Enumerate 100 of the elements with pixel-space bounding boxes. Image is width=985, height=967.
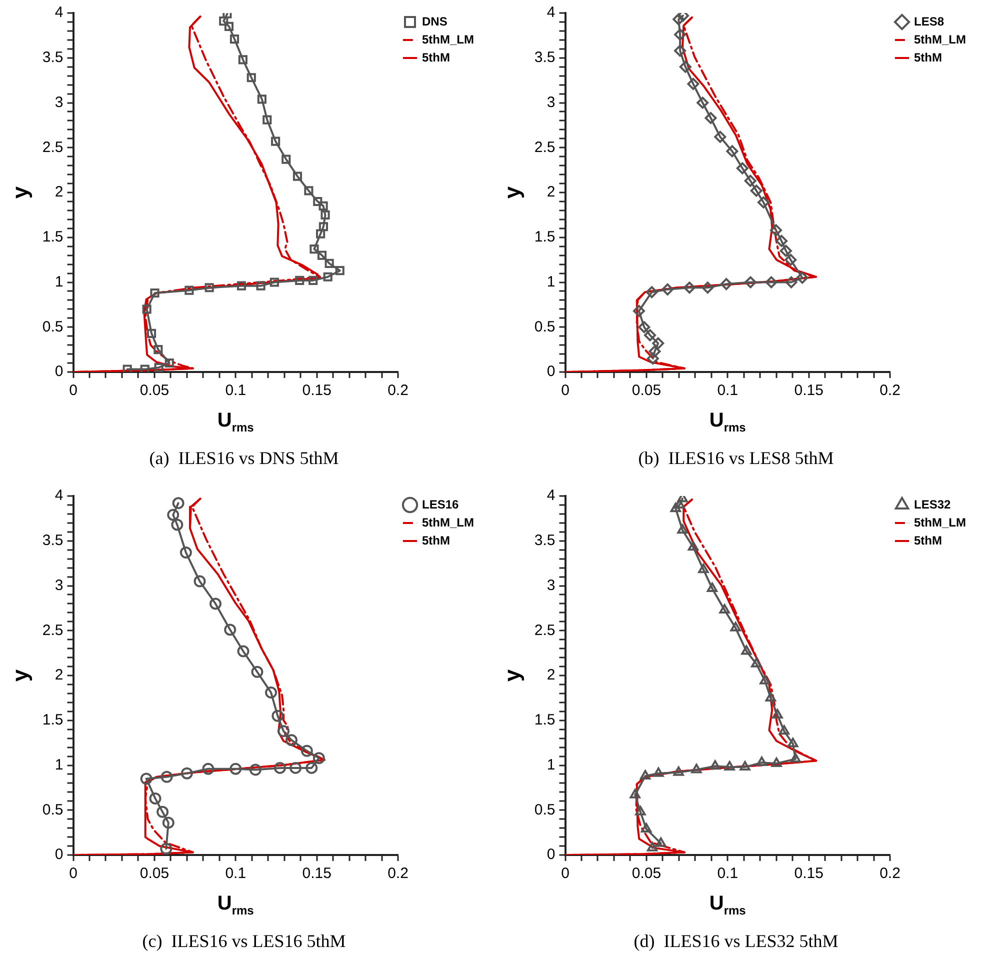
point [204, 283, 214, 292]
point [744, 276, 757, 288]
point [776, 234, 788, 247]
y-tick-label: 1 [54, 273, 64, 290]
point [683, 282, 696, 294]
point [256, 281, 266, 290]
point [672, 13, 685, 26]
y-tick-label: 2 [54, 666, 64, 684]
legend-label: 5thM_LM [422, 32, 474, 46]
point [704, 112, 717, 124]
point [741, 645, 752, 655]
point [646, 286, 658, 298]
x-tick-label: 0.15 [794, 382, 824, 400]
point [688, 541, 699, 551]
y-tick-label: 3.5 [42, 49, 64, 66]
y-tick-label: 1.5 [42, 712, 64, 729]
y-tick-label: 2 [546, 184, 556, 201]
point [318, 222, 328, 232]
y-tick-label: 2.5 [534, 622, 556, 639]
y-tick-label: 0.5 [42, 318, 64, 336]
point [640, 770, 651, 780]
point [251, 666, 264, 678]
x-tick-label: 0 [561, 382, 570, 400]
x-tick-label: 0.15 [302, 865, 332, 882]
text: (d) ILES16 vs LES32 5thM [634, 930, 838, 951]
y-axis-title: y [7, 668, 32, 682]
point [750, 184, 762, 197]
point [790, 752, 801, 762]
point [720, 278, 732, 290]
point [726, 145, 738, 158]
legend-label: 5thM [914, 50, 942, 64]
point [788, 738, 798, 748]
point [785, 276, 798, 288]
point [714, 130, 726, 143]
point [160, 770, 173, 783]
y-tick-label: 2 [54, 184, 64, 201]
point [630, 788, 640, 798]
point [646, 352, 659, 365]
point [272, 710, 284, 722]
point [744, 174, 756, 187]
point [285, 734, 298, 746]
point [219, 16, 228, 26]
y-tick-label: 2.5 [42, 622, 64, 639]
point [246, 73, 256, 82]
x-tick-label: 0.05 [140, 382, 170, 400]
point [778, 725, 790, 735]
y-tick-label: 0 [54, 846, 64, 864]
y-tick-label: 1 [546, 756, 556, 774]
y-tick-label: 2.5 [534, 138, 556, 156]
point [635, 806, 646, 816]
point [674, 44, 686, 57]
point [324, 258, 334, 268]
point [310, 244, 319, 254]
point [122, 364, 132, 372]
point [180, 767, 193, 780]
y-tick-label: 4 [54, 4, 64, 22]
point [796, 272, 808, 284]
y-tick-label: 4 [546, 4, 556, 22]
point [702, 282, 714, 294]
point [316, 229, 326, 238]
point [679, 60, 692, 73]
point [306, 762, 318, 774]
y-tick-label: 3.5 [534, 532, 556, 550]
point [238, 55, 248, 64]
x-tick-label: 0.2 [388, 865, 408, 882]
y-tick-label: 0 [54, 363, 64, 380]
x-tick-label: 0.2 [880, 865, 900, 882]
point [150, 288, 160, 298]
point [751, 658, 762, 668]
point [640, 822, 652, 832]
x-tick-label: 0.2 [388, 382, 408, 400]
x-tick-label: 0.05 [140, 865, 170, 882]
point [335, 266, 344, 276]
legend-label: 5thM [422, 533, 450, 548]
point [156, 806, 169, 818]
point [632, 304, 645, 317]
point [740, 761, 750, 771]
legend-label: 5thM [422, 50, 450, 64]
point [780, 244, 792, 257]
y-tick-label: 3 [546, 94, 556, 111]
legend-label: 5thM_LM [422, 515, 474, 530]
point [719, 604, 730, 614]
y-tick-label: 0.5 [42, 801, 64, 818]
y-tick-label: 3 [546, 576, 556, 594]
legend-label: LES16 [422, 497, 460, 512]
point [167, 508, 180, 521]
point [146, 328, 156, 338]
point [230, 34, 240, 44]
point [262, 115, 272, 124]
x-tick-label: 0.15 [302, 382, 332, 400]
point [249, 764, 262, 776]
x-tick-label: 0.1 [717, 865, 738, 882]
legend-label: DNS [422, 14, 448, 28]
point [184, 286, 194, 295]
point [784, 254, 797, 266]
point [224, 22, 234, 31]
point [710, 760, 720, 770]
point [656, 837, 666, 847]
point [292, 172, 302, 181]
text: (b) ILES16 vs LES8 5thM [638, 448, 834, 468]
